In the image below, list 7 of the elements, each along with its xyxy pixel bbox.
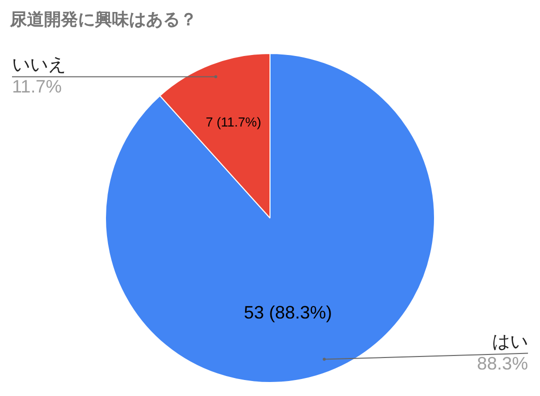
slice-label: はい (492, 331, 528, 352)
slice-label: いいえ (12, 54, 66, 75)
text: 88.3% (476, 353, 528, 374)
chart-title: 尿道開発に興味はある？ (10, 9, 197, 31)
data-label: 53 (88.3%) (244, 302, 332, 322)
data-label: 7 (11.7%) (206, 114, 262, 130)
text: 11.7% (12, 76, 62, 97)
